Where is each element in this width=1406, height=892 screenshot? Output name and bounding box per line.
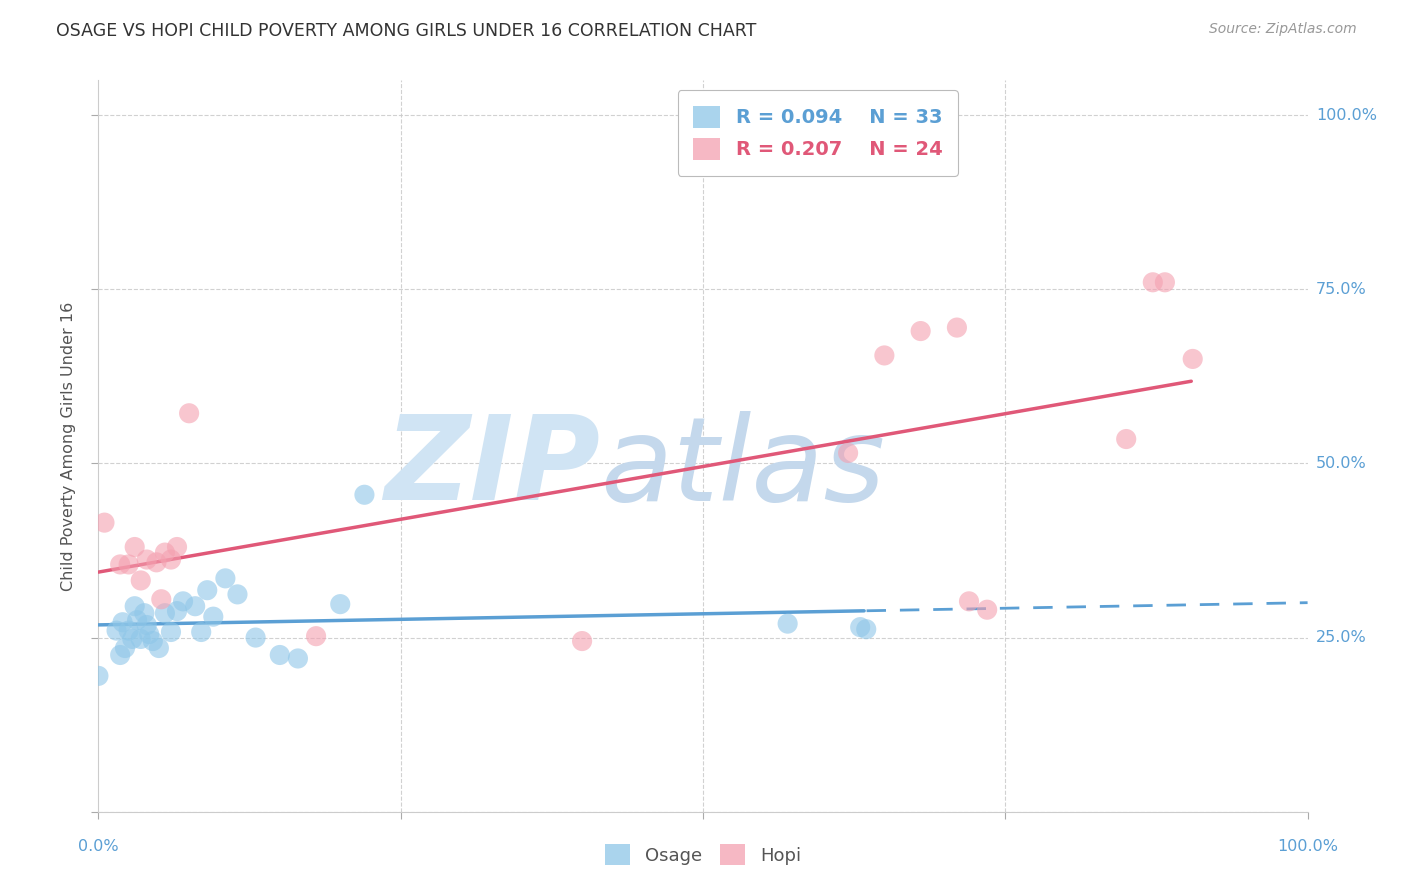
Point xyxy=(166,540,188,554)
Point xyxy=(118,558,141,572)
Text: OSAGE VS HOPI CHILD POVERTY AMONG GIRLS UNDER 16 CORRELATION CHART: OSAGE VS HOPI CHILD POVERTY AMONG GIRLS … xyxy=(56,22,756,40)
Point xyxy=(145,555,167,569)
Point xyxy=(138,627,160,641)
Point xyxy=(329,597,352,611)
Point xyxy=(1154,275,1177,289)
Point xyxy=(93,516,115,530)
Point xyxy=(150,592,173,607)
Point xyxy=(195,583,218,598)
Point xyxy=(160,552,183,566)
Point xyxy=(135,618,157,632)
Point xyxy=(245,631,267,645)
Point xyxy=(153,545,176,559)
Point xyxy=(1181,351,1204,366)
Text: 25.0%: 25.0% xyxy=(1316,630,1367,645)
Point xyxy=(118,624,141,638)
Point xyxy=(142,634,165,648)
Point xyxy=(776,616,799,631)
Point xyxy=(127,613,149,627)
Point xyxy=(855,622,877,636)
Point xyxy=(1115,432,1137,446)
Point xyxy=(873,348,896,362)
Text: 75.0%: 75.0% xyxy=(1316,282,1367,297)
Point xyxy=(111,615,134,630)
Text: 100.0%: 100.0% xyxy=(1316,108,1376,122)
Point xyxy=(946,320,969,334)
Point xyxy=(184,599,207,614)
Point xyxy=(87,669,110,683)
Point xyxy=(1142,275,1164,289)
Point xyxy=(108,558,131,572)
Point xyxy=(148,640,170,655)
Legend: Osage, Hopi: Osage, Hopi xyxy=(598,837,808,872)
Text: 100.0%: 100.0% xyxy=(1277,839,1339,855)
Point xyxy=(976,603,998,617)
Text: Source: ZipAtlas.com: Source: ZipAtlas.com xyxy=(1209,22,1357,37)
Point xyxy=(202,609,225,624)
Point xyxy=(287,651,309,665)
Text: atlas: atlas xyxy=(600,411,886,525)
Point xyxy=(129,632,152,646)
Point xyxy=(849,620,872,634)
Point xyxy=(124,599,146,614)
Point xyxy=(269,648,291,662)
Point xyxy=(172,594,194,608)
Point xyxy=(910,324,932,338)
Point xyxy=(166,604,188,618)
Point xyxy=(121,632,143,646)
Point xyxy=(571,634,593,648)
Point xyxy=(108,648,131,662)
Text: 50.0%: 50.0% xyxy=(1316,456,1367,471)
Point xyxy=(160,625,183,640)
Point xyxy=(124,540,146,554)
Point xyxy=(214,571,236,585)
Text: 0.0%: 0.0% xyxy=(79,839,118,855)
Point xyxy=(226,587,249,601)
Point xyxy=(135,552,157,566)
Point xyxy=(153,606,176,620)
Text: ZIP: ZIP xyxy=(384,410,600,525)
Point xyxy=(105,624,128,638)
Point xyxy=(190,625,212,640)
Point xyxy=(134,606,156,620)
Point xyxy=(957,594,980,608)
Point xyxy=(114,640,136,655)
Point xyxy=(353,488,375,502)
Y-axis label: Child Poverty Among Girls Under 16: Child Poverty Among Girls Under 16 xyxy=(60,301,76,591)
Point xyxy=(305,629,328,643)
Point xyxy=(129,574,152,588)
Point xyxy=(177,406,201,420)
Point xyxy=(837,446,859,460)
